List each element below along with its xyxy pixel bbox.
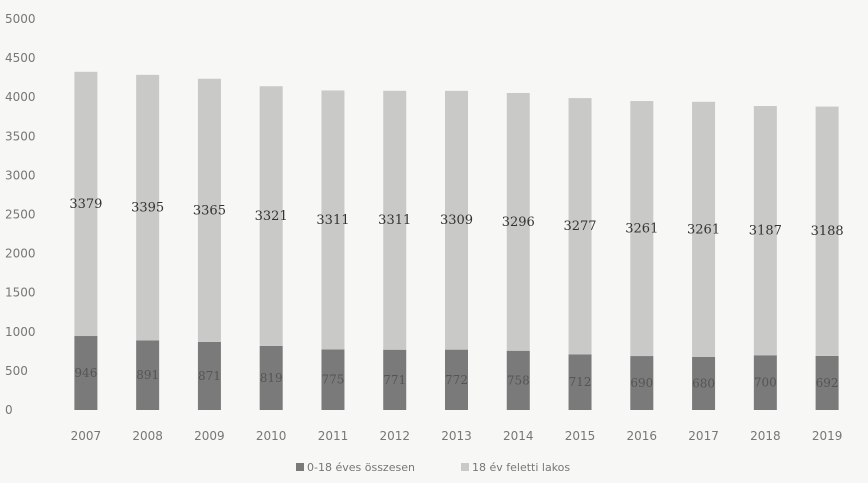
bar-18-plus-2015 — [568, 98, 592, 355]
bar-0-18-2016 — [630, 356, 654, 410]
data-label-18-plus-2009: 3365 — [193, 203, 226, 218]
y-tick-label-10: 5000 — [5, 12, 36, 26]
y-tick-label-0: 0 — [5, 403, 13, 417]
x-tick-label-2010: 2010 — [256, 429, 287, 443]
data-label-18-plus-2012: 3311 — [378, 213, 411, 228]
data-label-18-plus-2011: 3311 — [316, 213, 349, 228]
data-label-18-plus-2010: 3321 — [255, 209, 288, 224]
data-label-18-plus-2008: 3395 — [131, 201, 164, 216]
x-axis: 2007 2008 2009 2010 2011 2012 2013 2014 2015 2016… — [71, 429, 843, 443]
bar-0-18-2010 — [259, 345, 283, 410]
bar-18-plus-2007 — [74, 71, 98, 337]
data-label-0-18-2014: 758 — [507, 373, 530, 387]
bar-0-18-2018 — [753, 355, 777, 410]
y-tick-label-2: 1000 — [5, 325, 36, 339]
y-tick-label-9: 4500 — [5, 51, 36, 65]
y-tick-label-5: 2500 — [5, 208, 36, 222]
legend-swatch-1 — [461, 463, 469, 471]
bar-18-plus-2011 — [321, 90, 345, 350]
data-label-0-18-2009: 871 — [198, 369, 221, 383]
x-tick-label-2013: 2013 — [441, 429, 472, 443]
x-tick-label-2019: 2019 — [812, 429, 843, 443]
bar-0-18-2008 — [136, 340, 160, 410]
bar-0-18-2012 — [383, 349, 407, 410]
data-label-0-18-2013: 772 — [445, 373, 468, 387]
y-tick-label-7: 3500 — [5, 129, 36, 143]
y-axis: 0 500 1000 1500 2000 2500 3000 3500 4000 4500 5000 — [5, 12, 36, 417]
bar-0-18-2009 — [197, 341, 221, 410]
bar-0-18-2011 — [321, 349, 345, 410]
x-tick-label-2014: 2014 — [503, 429, 534, 443]
bar-0-18-2014 — [506, 350, 530, 410]
bar-18-plus-2008 — [136, 74, 160, 341]
data-label-0-18-2007: 946 — [74, 366, 97, 380]
legend-label-0: 0-18 éves összesen — [307, 461, 415, 474]
x-tick-label-2009: 2009 — [194, 429, 225, 443]
legend-swatch-0 — [296, 463, 304, 471]
y-tick-label-4: 2000 — [5, 247, 36, 261]
data-label-0-18-2011: 775 — [322, 373, 345, 387]
bar-0-18-2013 — [445, 349, 468, 410]
data-label-0-18-2012: 771 — [383, 373, 406, 387]
bar-0-18-2015 — [568, 354, 592, 410]
data-label-0-18-2015: 712 — [569, 375, 592, 389]
bar-18-plus-2019 — [815, 106, 839, 356]
bars: 3379 946 3395 891 3365 871 3321 819 3311 775 3311 7… — [69, 71, 844, 410]
legend: 0-18 éves összesen 18 év feletti lakos — [296, 461, 570, 474]
data-label-18-plus-2013: 3309 — [440, 213, 473, 228]
bar-18-plus-2009 — [197, 78, 221, 342]
x-tick-label-2016: 2016 — [627, 429, 658, 443]
data-label-0-18-2016: 690 — [630, 376, 653, 390]
data-label-0-18-2017: 680 — [692, 376, 715, 390]
y-tick-label-8: 4000 — [5, 90, 36, 104]
data-label-18-plus-2014: 3296 — [502, 215, 535, 230]
data-label-0-18-2010: 819 — [260, 371, 283, 385]
x-tick-label-2011: 2011 — [318, 429, 349, 443]
data-label-0-18-2018: 700 — [754, 376, 777, 390]
bar-18-plus-2010 — [259, 86, 283, 346]
bar-18-plus-2018 — [753, 106, 777, 356]
bar-18-plus-2013 — [445, 90, 468, 350]
y-tick-label-6: 3000 — [5, 168, 36, 182]
data-label-18-plus-2019: 3188 — [811, 224, 844, 239]
data-label-18-plus-2018: 3187 — [749, 224, 782, 239]
bar-18-plus-2014 — [506, 92, 530, 351]
data-label-18-plus-2017: 3261 — [687, 222, 720, 237]
data-label-0-18-2019: 692 — [816, 376, 839, 390]
x-tick-label-2008: 2008 — [132, 429, 163, 443]
bar-0-18-2007 — [74, 336, 98, 410]
bar-0-18-2019 — [815, 355, 839, 410]
bar-18-plus-2012 — [383, 90, 407, 350]
x-tick-label-2012: 2012 — [379, 429, 410, 443]
bar-0-18-2017 — [692, 356, 716, 410]
y-tick-label-3: 1500 — [5, 286, 36, 300]
data-label-0-18-2008: 891 — [136, 368, 159, 382]
bar-18-plus-2017 — [692, 101, 716, 357]
legend-label-1: 18 év feletti lakos — [472, 461, 570, 474]
data-label-18-plus-2007: 3379 — [69, 197, 102, 212]
x-tick-label-2007: 2007 — [71, 429, 102, 443]
x-tick-label-2018: 2018 — [750, 429, 781, 443]
y-tick-label-1: 500 — [5, 364, 28, 378]
data-label-18-plus-2015: 3277 — [563, 219, 596, 234]
bar-18-plus-2016 — [630, 101, 654, 357]
data-label-18-plus-2016: 3261 — [625, 222, 658, 237]
x-tick-label-2015: 2015 — [565, 429, 596, 443]
x-tick-label-2017: 2017 — [688, 429, 719, 443]
